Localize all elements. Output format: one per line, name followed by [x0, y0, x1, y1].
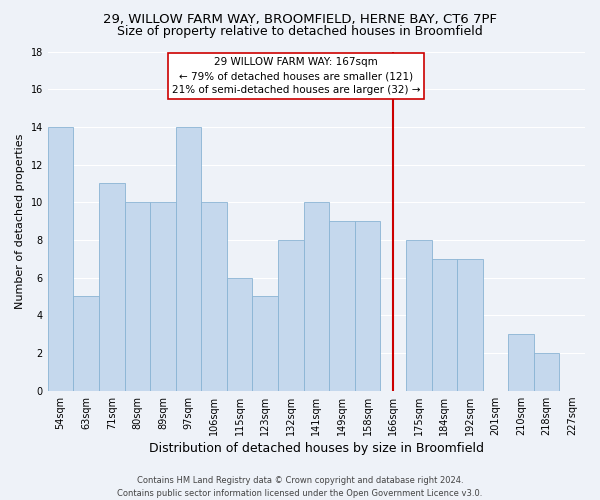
Bar: [329, 221, 355, 390]
Bar: [99, 184, 125, 390]
Text: Contains HM Land Registry data © Crown copyright and database right 2024.
Contai: Contains HM Land Registry data © Crown c…: [118, 476, 482, 498]
Bar: [176, 127, 201, 390]
Bar: [150, 202, 176, 390]
Bar: [355, 221, 380, 390]
Bar: [304, 202, 329, 390]
Text: 29 WILLOW FARM WAY: 167sqm
← 79% of detached houses are smaller (121)
21% of sem: 29 WILLOW FARM WAY: 167sqm ← 79% of deta…: [172, 57, 420, 95]
Bar: [278, 240, 304, 390]
Bar: [48, 127, 73, 390]
Y-axis label: Number of detached properties: Number of detached properties: [15, 134, 25, 309]
Text: Size of property relative to detached houses in Broomfield: Size of property relative to detached ho…: [117, 25, 483, 38]
Bar: [431, 259, 457, 390]
Bar: [73, 296, 99, 390]
Bar: [227, 278, 253, 390]
Bar: [125, 202, 150, 390]
Text: 29, WILLOW FARM WAY, BROOMFIELD, HERNE BAY, CT6 7PF: 29, WILLOW FARM WAY, BROOMFIELD, HERNE B…: [103, 12, 497, 26]
Bar: [201, 202, 227, 390]
Bar: [406, 240, 431, 390]
Bar: [253, 296, 278, 390]
X-axis label: Distribution of detached houses by size in Broomfield: Distribution of detached houses by size …: [149, 442, 484, 455]
Bar: [457, 259, 482, 390]
Bar: [534, 353, 559, 391]
Bar: [508, 334, 534, 390]
